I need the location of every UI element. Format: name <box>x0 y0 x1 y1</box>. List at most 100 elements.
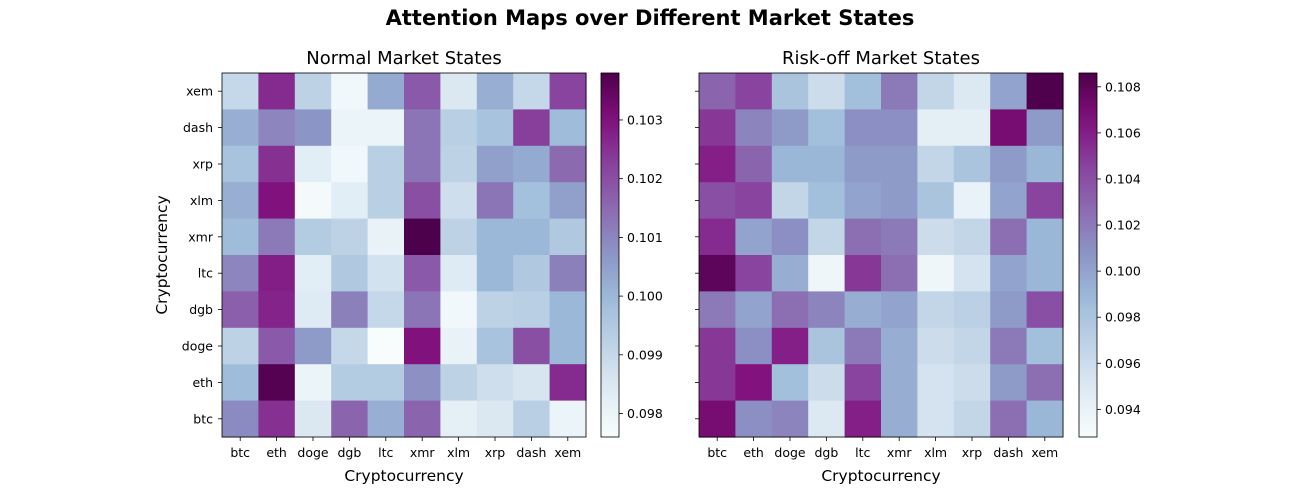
heatmap-cell <box>771 364 809 402</box>
heatmap-cell <box>953 327 991 365</box>
heatmap-cell <box>953 109 991 147</box>
x-tick-label: xem <box>554 445 581 460</box>
heatmap-cell <box>222 255 259 292</box>
colorbar-frame <box>1078 72 1098 438</box>
heatmap-cell <box>771 291 809 329</box>
heatmap-cell <box>440 109 478 147</box>
heatmap-cell <box>440 182 478 220</box>
heatmap-cell <box>881 400 918 438</box>
heatmap-cell <box>699 182 736 220</box>
heatmap-cell <box>953 182 991 220</box>
heatmap-cell <box>1026 327 1064 365</box>
heatmap-cell <box>808 73 846 110</box>
heatmap-cell <box>990 73 1028 110</box>
y-tick-label: xem <box>186 84 213 99</box>
heatmap-cell <box>990 291 1028 329</box>
heatmap-cell <box>771 145 809 183</box>
heatmap-cell <box>1026 109 1064 147</box>
heatmap-cell <box>440 218 478 256</box>
heatmap-cell <box>331 182 369 220</box>
x-tick-label: btc <box>230 445 250 460</box>
heatmap-cell <box>222 73 259 110</box>
x-tick-label: ltc <box>855 445 870 460</box>
heatmap-cell <box>294 218 332 256</box>
x-tick-label: ltc <box>378 445 393 460</box>
heatmap-cell <box>476 400 514 438</box>
heatmap-cell <box>844 109 882 147</box>
heatmap-cell <box>367 109 405 147</box>
heatmap-cell <box>990 255 1028 292</box>
heatmap-cell <box>476 255 514 292</box>
heatmap-cell <box>331 400 369 438</box>
heatmap-cell <box>513 400 551 438</box>
heatmap-cell <box>222 400 259 438</box>
heatmap-cell <box>513 73 551 110</box>
heatmap-cell <box>881 73 918 110</box>
heatmap-cell <box>844 218 882 256</box>
heatmap-cell <box>294 291 332 329</box>
heatmap-cell <box>258 182 296 220</box>
heatmap-cell <box>222 182 259 220</box>
plot-frame <box>221 72 587 438</box>
heatmap-cell <box>404 73 441 110</box>
heatmap-cell <box>513 109 551 147</box>
heatmap-cell <box>735 182 773 220</box>
heatmap-cell <box>735 291 773 329</box>
heatmap-cell <box>440 400 478 438</box>
colorbar-tick-label: 0.101 <box>627 230 663 245</box>
heatmap-riskoff-market: Risk-off Market States btc eth doge dgb ltc xm… <box>695 48 1141 485</box>
x-tick-label: dash <box>516 445 546 460</box>
heatmap-cell <box>476 364 514 402</box>
heatmap-cell <box>917 145 955 183</box>
heatmap-cell <box>808 145 846 183</box>
heatmap-cell <box>258 73 296 110</box>
heatmap-cell <box>294 364 332 402</box>
y-axis-label: Cryptocurrency <box>153 195 171 314</box>
heatmap-cell <box>222 291 259 329</box>
heatmap-cell <box>549 109 587 147</box>
heatmap-cell <box>808 364 846 402</box>
heatmap-cell <box>294 182 332 220</box>
x-tick-label: dgb <box>337 445 361 460</box>
heatmap-cell <box>513 291 551 329</box>
heatmap-cell <box>881 218 918 256</box>
plot-frame <box>698 72 1064 438</box>
heatmap-cell <box>222 145 259 183</box>
heatmap-cell <box>881 145 918 183</box>
heatmap-cell <box>294 255 332 292</box>
heatmap-cell <box>258 109 296 147</box>
heatmap-cell <box>404 182 441 220</box>
heatmap-cell <box>771 109 809 147</box>
x-tick-label: doge <box>297 445 329 460</box>
heatmap-cell <box>917 73 955 110</box>
heatmap-cell <box>331 145 369 183</box>
x-tick-label: xmr <box>887 445 913 460</box>
colorbar <box>601 73 619 437</box>
heatmap-cell <box>549 291 587 329</box>
heatmap-cell <box>1026 218 1064 256</box>
heatmap-cell <box>258 145 296 183</box>
heatmap-cell <box>476 218 514 256</box>
heatmap-cell <box>258 218 296 256</box>
x-tick-label: eth <box>743 445 764 460</box>
y-tick-label: btc <box>193 411 213 426</box>
heatmap-cell <box>404 291 441 329</box>
heatmap-cell <box>808 109 846 147</box>
heatmap-cell <box>222 109 259 147</box>
colorbar-frame <box>600 72 620 438</box>
heatmap-cell <box>258 255 296 292</box>
heatmap-cell <box>953 364 991 402</box>
heatmap-cell <box>331 255 369 292</box>
y-tick-label: xmr <box>188 229 214 244</box>
colorbar-tick-label: 0.098 <box>1105 310 1141 325</box>
heatmap-cell <box>771 400 809 438</box>
heatmap-cell <box>294 73 332 110</box>
heatmap-cell <box>990 182 1028 220</box>
heatmap-cell <box>808 182 846 220</box>
heatmap-cell <box>404 218 441 256</box>
heatmap-cell <box>990 364 1028 402</box>
heatmap-cell <box>808 291 846 329</box>
heatmap-cell <box>367 218 405 256</box>
heatmap-cell <box>881 182 918 220</box>
